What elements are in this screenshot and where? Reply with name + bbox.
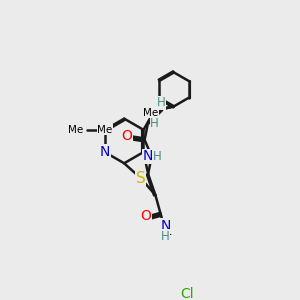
Text: O: O [121, 129, 132, 142]
Text: H: H [161, 230, 170, 243]
Text: H: H [150, 117, 159, 130]
Text: Me: Me [97, 125, 112, 135]
Text: S: S [136, 171, 146, 186]
Text: Cl: Cl [180, 287, 194, 300]
Text: Me: Me [143, 108, 159, 118]
Text: N: N [142, 149, 153, 163]
Text: Me: Me [68, 125, 83, 135]
Text: N: N [160, 219, 171, 233]
Text: N: N [100, 145, 110, 159]
Text: H: H [157, 96, 165, 109]
Text: O: O [141, 208, 152, 223]
Text: H: H [152, 150, 161, 163]
